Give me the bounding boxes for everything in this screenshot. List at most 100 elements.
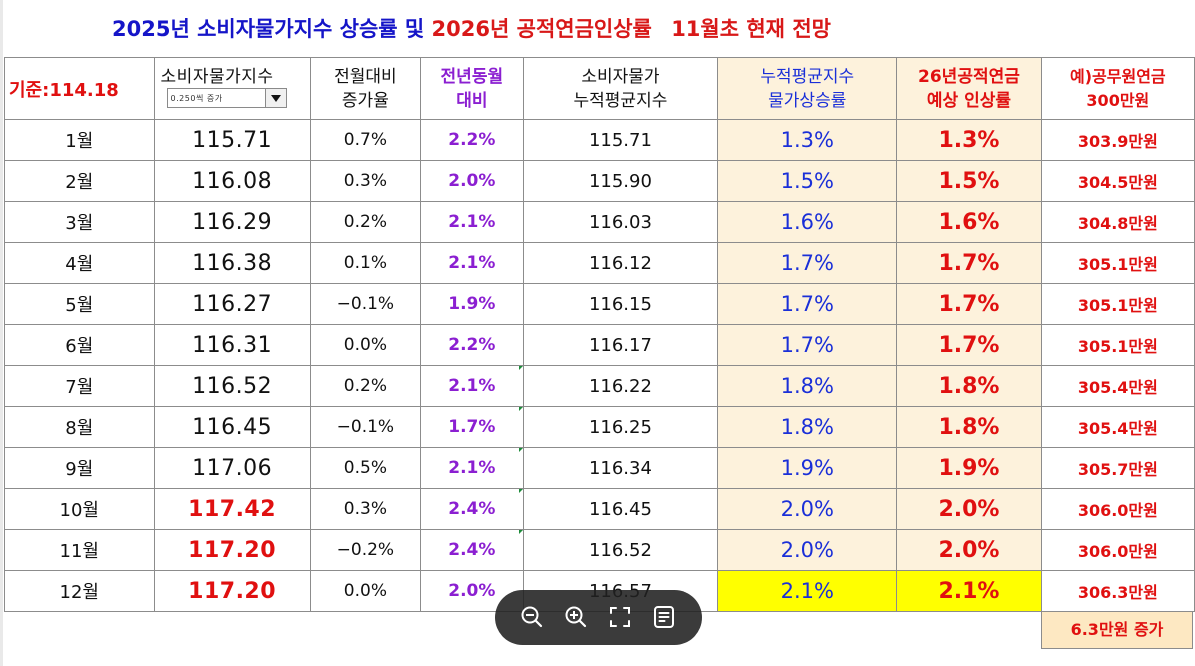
pension-cell: 1.5% bbox=[896, 160, 1042, 202]
pension-cell: 1.7% bbox=[896, 324, 1042, 366]
cpi-cell: 116.45 bbox=[153, 406, 311, 448]
title-part-1: 2025년 소비자물가지수 상승률 및 bbox=[112, 17, 425, 41]
mom-cell: 0.2% bbox=[309, 201, 422, 243]
pension-cell: 1.7% bbox=[896, 283, 1042, 325]
avg-cell: 116.25 bbox=[522, 406, 719, 448]
mom-cell: 0.3% bbox=[309, 488, 422, 530]
mom-cell: 0.5% bbox=[309, 447, 422, 489]
zoom-out-icon[interactable] bbox=[519, 604, 545, 630]
yoy-cell: 2.1% bbox=[420, 365, 524, 407]
example-cell: 305.4만원 bbox=[1040, 406, 1195, 448]
table-row: 2월 116.08 0.3% 2.0% 115.90 1.5% 1.5% 304.5만원 bbox=[4, 160, 1195, 202]
avg-cell: 115.90 bbox=[522, 160, 719, 202]
yoy-cell: 2.1% bbox=[420, 447, 524, 489]
cell-comment-marker bbox=[519, 366, 523, 370]
month-cell: 2월 bbox=[4, 160, 155, 202]
cell-comment-marker bbox=[519, 530, 523, 534]
example-cell: 305.1만원 bbox=[1040, 283, 1195, 325]
title-part-3: 11월초 현재 전망 bbox=[671, 17, 831, 41]
yoy-cell: 1.7% bbox=[420, 406, 524, 448]
avg-cell: 116.03 bbox=[522, 201, 719, 243]
fullscreen-icon[interactable] bbox=[607, 604, 633, 630]
page-title: 2025년 소비자물가지수 상승률 및 2026년 공적연금인상률 11월초 현… bbox=[112, 14, 1012, 44]
increment-dropdown[interactable]: 0.250씩 증가 bbox=[166, 88, 287, 108]
header-pension: 26년공적연금 예상 인상률 bbox=[896, 57, 1042, 120]
cpi-cell: 116.29 bbox=[153, 201, 311, 243]
month-cell: 11월 bbox=[4, 529, 155, 571]
table-row: 9월 117.06 0.5% 2.1% 116.34 1.9% 1.9% 305.7만원 bbox=[4, 447, 1195, 489]
yoy-cell: 2.4% bbox=[420, 488, 524, 530]
table-row: 5월 116.27 −0.1% 1.9% 116.15 1.7% 1.7% 305.1만원 bbox=[4, 283, 1195, 325]
cpi-table: 기준:114.18 소비자물가지수 0.250씩 증가 전월대비 증가율 전년동월… bbox=[4, 57, 1195, 612]
left-edge bbox=[0, 0, 3, 666]
rate-cell: 2.0% bbox=[717, 488, 898, 530]
table-row: 6월 116.31 0.0% 2.2% 116.17 1.7% 1.7% 305.1만원 bbox=[4, 324, 1195, 366]
mom-cell: 0.1% bbox=[309, 242, 422, 284]
pension-cell: 2.0% bbox=[896, 488, 1042, 530]
avg-cell: 115.71 bbox=[522, 119, 719, 161]
rate-cell: 2.0% bbox=[717, 529, 898, 571]
chevron-down-icon[interactable] bbox=[264, 89, 286, 107]
header-row: 기준:114.18 소비자물가지수 0.250씩 증가 전월대비 증가율 전년동월… bbox=[4, 57, 1195, 120]
pension-cell: 2.0% bbox=[896, 529, 1042, 571]
cpi-cell: 117.42 bbox=[153, 488, 311, 530]
avg-cell: 116.22 bbox=[522, 365, 719, 407]
avg-cell: 116.45 bbox=[522, 488, 719, 530]
zoom-in-icon[interactable] bbox=[563, 604, 589, 630]
mom-cell: −0.1% bbox=[309, 406, 422, 448]
header-rate: 누적평균지수 물가상승률 bbox=[717, 57, 898, 120]
rate-cell: 1.5% bbox=[717, 160, 898, 202]
header-yoy: 전년동월 대비 bbox=[420, 57, 524, 120]
pension-cell: 1.6% bbox=[896, 201, 1042, 243]
cell-comment-marker bbox=[519, 489, 523, 493]
example-cell: 305.1만원 bbox=[1040, 324, 1195, 366]
example-cell: 306.0만원 bbox=[1040, 488, 1195, 530]
cpi-cell: 117.20 bbox=[153, 529, 311, 571]
mom-cell: 0.7% bbox=[309, 119, 422, 161]
cpi-cell: 116.31 bbox=[153, 324, 311, 366]
rate-cell: 2.1% bbox=[717, 570, 898, 612]
dropdown-value: 0.250씩 증가 bbox=[170, 94, 223, 103]
rate-cell: 1.8% bbox=[717, 365, 898, 407]
month-cell: 9월 bbox=[4, 447, 155, 489]
avg-cell: 116.34 bbox=[522, 447, 719, 489]
month-cell: 12월 bbox=[4, 570, 155, 612]
rate-cell: 1.3% bbox=[717, 119, 898, 161]
mom-cell: 0.0% bbox=[309, 324, 422, 366]
mom-cell: 0.3% bbox=[309, 160, 422, 202]
header-base: 기준:114.18 bbox=[4, 57, 155, 120]
avg-cell: 116.17 bbox=[522, 324, 719, 366]
yoy-cell: 2.2% bbox=[420, 119, 524, 161]
notes-icon[interactable] bbox=[651, 604, 677, 630]
cpi-cell: 116.52 bbox=[153, 365, 311, 407]
month-cell: 1월 bbox=[4, 119, 155, 161]
yoy-cell: 2.1% bbox=[420, 201, 524, 243]
rate-cell: 1.7% bbox=[717, 242, 898, 284]
pension-cell: 2.1% bbox=[896, 570, 1042, 612]
pension-cell: 1.7% bbox=[896, 242, 1042, 284]
mom-cell: 0.0% bbox=[309, 570, 422, 612]
yoy-cell: 1.9% bbox=[420, 283, 524, 325]
rate-cell: 1.9% bbox=[717, 447, 898, 489]
pension-cell: 1.9% bbox=[896, 447, 1042, 489]
pension-cell: 1.8% bbox=[896, 406, 1042, 448]
example-cell: 305.4만원 bbox=[1040, 365, 1195, 407]
month-cell: 5월 bbox=[4, 283, 155, 325]
yoy-cell: 2.0% bbox=[420, 160, 524, 202]
example-cell: 304.5만원 bbox=[1040, 160, 1195, 202]
pension-cell: 1.3% bbox=[896, 119, 1042, 161]
table-row: 8월 116.45 −0.1% 1.7% 116.25 1.8% 1.8% 305.4만원 bbox=[4, 406, 1195, 448]
rate-cell: 1.7% bbox=[717, 324, 898, 366]
rate-cell: 1.8% bbox=[717, 406, 898, 448]
cpi-cell: 115.71 bbox=[153, 119, 311, 161]
header-example: 예)공무원연금 300만원 bbox=[1040, 57, 1195, 120]
example-cell: 305.1만원 bbox=[1040, 242, 1195, 284]
table-row: 7월 116.52 0.2% 2.1% 116.22 1.8% 1.8% 305.4만원 bbox=[4, 365, 1195, 407]
mom-cell: −0.1% bbox=[309, 283, 422, 325]
header-cpi-label: 소비자물가지수 bbox=[160, 67, 274, 87]
mom-cell: −0.2% bbox=[309, 529, 422, 571]
yoy-cell: 2.2% bbox=[420, 324, 524, 366]
example-cell: 304.8만원 bbox=[1040, 201, 1195, 243]
cell-comment-marker bbox=[519, 448, 523, 452]
example-cell: 306.3만원 bbox=[1040, 570, 1195, 612]
